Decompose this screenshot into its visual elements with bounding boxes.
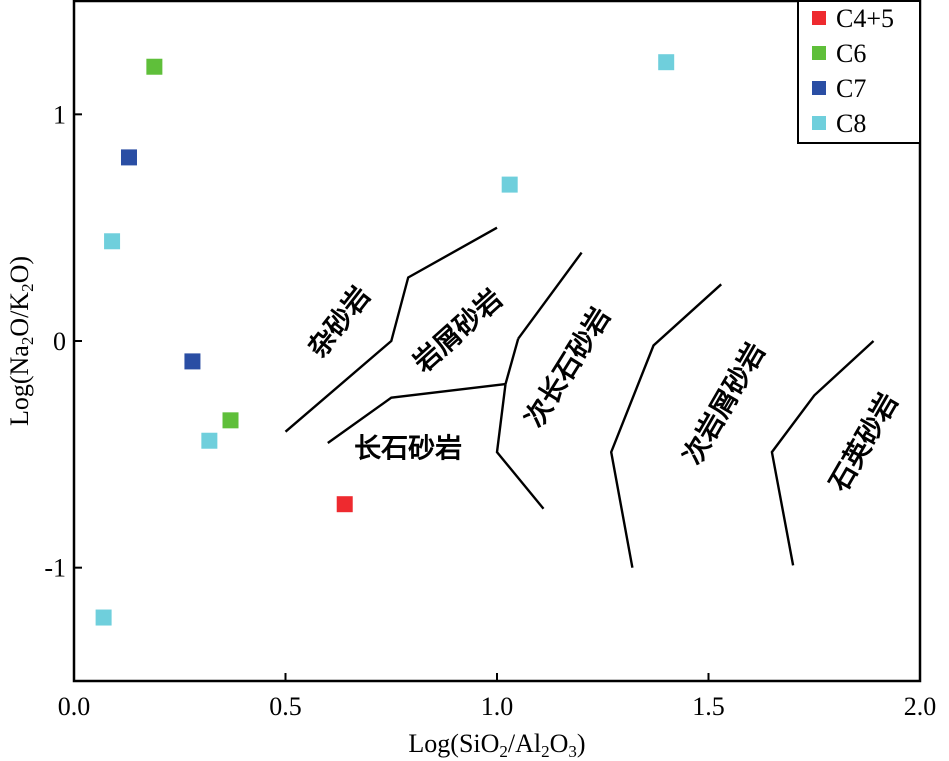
data-point-C7-1 (120, 149, 137, 166)
data-point-C6-1 (146, 58, 163, 75)
legend-label: C8 (836, 109, 866, 138)
legend: C4+5 C6 C7 C8 (797, 0, 921, 144)
boundary-line-5 (495, 383, 545, 510)
data-point-C45-1 (336, 496, 353, 513)
field-label-5: 次岩屑砂岩 (677, 338, 771, 470)
field-label-6: 石英砂岩 (823, 388, 904, 498)
boundary-line-7 (770, 340, 875, 566)
data-point-C6-2 (222, 412, 239, 429)
data-point-C8-4 (201, 432, 218, 449)
boundary-line-1 (284, 226, 498, 433)
data-point-C8-5 (95, 609, 112, 626)
x-tick-label: 0.5 (269, 692, 302, 721)
boundary-line-2 (327, 382, 506, 444)
field-label-4: 次长石砂岩 (519, 302, 617, 433)
boundary-line-3 (517, 251, 583, 340)
y-axis-ticks: 1 0 -1 (44, 100, 82, 583)
y-tick-label: 0 (53, 327, 66, 356)
boundary-line-4 (504, 338, 520, 385)
y-tick-label: 1 (53, 100, 66, 129)
field-label-3: 长石砂岩 (354, 433, 462, 464)
data-point-C7-2 (184, 353, 201, 370)
x-tick-label: 1.5 (692, 692, 725, 721)
x-tick-label: 1.0 (481, 692, 514, 721)
data-point-C8-2 (501, 176, 518, 193)
data-points (95, 54, 675, 626)
legend-label: C7 (836, 74, 866, 103)
legend-swatch (812, 116, 826, 130)
y-tick-label: -1 (44, 554, 66, 583)
x-axis-ticks: 0.0 0.5 1.0 1.5 2.0 (58, 673, 937, 721)
x-tick-label: 0.0 (58, 692, 91, 721)
field-label-1: 杂砂岩 (303, 281, 377, 364)
legend-swatch (812, 46, 826, 60)
plot-frame (72, 0, 922, 683)
x-tick-label: 2.0 (904, 692, 937, 721)
field-boundaries (284, 226, 875, 568)
legend-swatch (812, 11, 826, 25)
boundary-line-6 (609, 283, 723, 568)
y-axis-label: Log(Na2O/K2O) (5, 256, 37, 426)
legend-label: C4+5 (836, 4, 894, 33)
legend-swatch (812, 81, 826, 95)
x-axis-label: Log(SiO2/Al2O3) (408, 729, 585, 761)
data-point-C8-1 (658, 54, 675, 71)
field-label-2: 岩屑砂岩 (407, 284, 509, 380)
data-point-C8-3 (104, 233, 121, 250)
legend-label: C6 (836, 39, 866, 68)
